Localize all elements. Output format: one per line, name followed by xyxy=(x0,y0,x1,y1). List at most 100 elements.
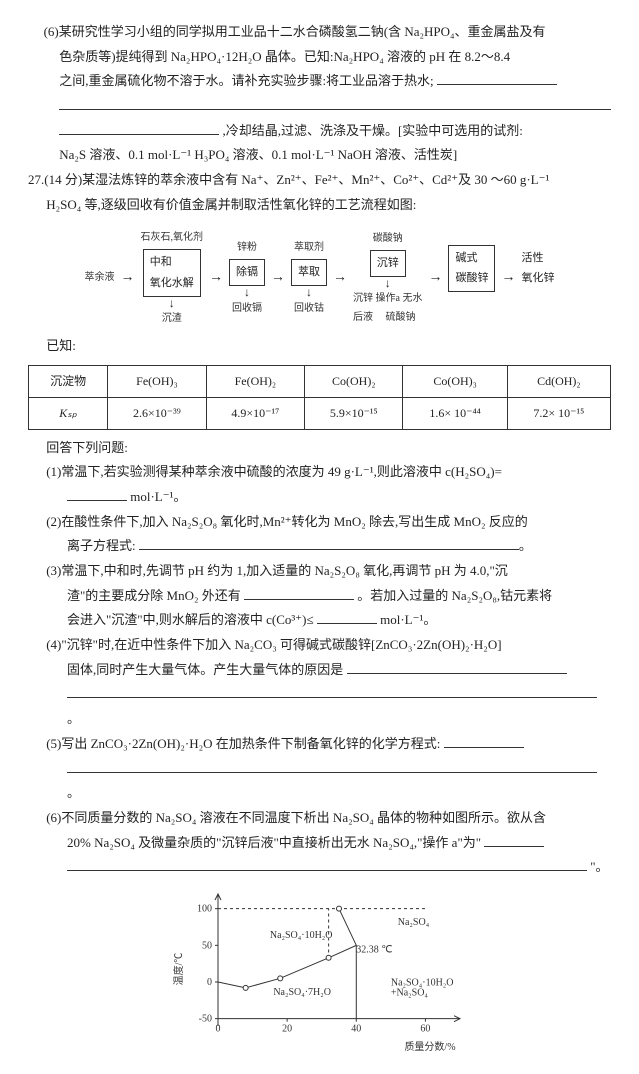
known-label: 已知: xyxy=(28,334,611,359)
q27-1b: mol·L⁻¹。 xyxy=(28,485,611,510)
ksp-h4: Co(OH)₃ xyxy=(403,365,507,397)
ksp-h3: Co(OH)₂ xyxy=(305,365,403,397)
ksp-v3: 1.6× 10⁻⁴⁴ xyxy=(403,397,507,429)
flow-box-2: 除镉 xyxy=(229,259,265,286)
chart-svg: -500501000204060Na₂SO₄·10H₂ONa₂SO₄32.38 … xyxy=(170,884,470,1054)
flow-top-1: 石灰石,氧化剂 xyxy=(141,228,204,247)
svg-text:Na₂SO₄·7H₂O: Na₂SO₄·7H₂O xyxy=(273,987,331,998)
arrow-icon: → xyxy=(209,271,223,285)
flow-step-1: 石灰石,氧化剂 中和氧化水解 ↓ 沉渣 xyxy=(141,228,204,328)
flow-step-2: 锌粉 除镉 ↓ 回收镉 xyxy=(229,238,265,317)
arrow-icon: → xyxy=(271,271,285,285)
ksp-v2: 5.9×10⁻¹⁵ xyxy=(305,397,403,429)
svg-text:60: 60 xyxy=(420,1024,430,1035)
flow-box-5: 碱式碳酸锌 xyxy=(448,245,495,293)
q27-6b: 20% Na₂SO₄ 及微量杂质的"沉锌后液"中直接析出无水 Na₂SO₄,"操… xyxy=(28,831,611,856)
blank xyxy=(67,488,127,501)
ksp-table: 沉淀物 Fe(OH)₃ Fe(OH)₂ Co(OH)₂ Co(OH)₃ Cd(O… xyxy=(28,365,611,430)
q27-head: 27.(14 分)某湿法炼锌的萃余液中含有 Na⁺、Zn²⁺、Fe²⁺、Mn²⁺… xyxy=(28,168,611,193)
blank xyxy=(444,735,524,748)
q27-4c: 。 xyxy=(28,682,611,731)
svg-text:温度/℃: 温度/℃ xyxy=(172,953,185,986)
blank xyxy=(67,686,597,699)
q27-1a: (1)常温下,若实验测得某种萃余液中硫酸的浓度为 49 g·L⁻¹,则此溶液中 … xyxy=(28,460,611,485)
q27-6b-text: 20% Na₂SO₄ 及微量杂质的"沉锌后液"中直接析出无水 Na₂SO₄,"操… xyxy=(67,835,481,850)
svg-text:质量分数/%: 质量分数/% xyxy=(404,1040,455,1053)
svg-text:+Na₂SO₄: +Na₂SO₄ xyxy=(390,988,428,999)
q27-6c: "。 xyxy=(28,855,611,880)
down-arrow-icon: ↓ xyxy=(169,299,175,307)
q27-3e-text: mol·L⁻¹。 xyxy=(380,612,436,627)
q6-line2: 色杂质等)提纯得到 Na₂HPO₄·12H₂O 晶体。已知:Na₂HPO₄ 溶液… xyxy=(28,45,611,70)
ksp-v0: 2.6×10⁻³⁹ xyxy=(108,397,206,429)
down-arrow-icon: ↓ xyxy=(306,288,312,296)
ksp-rowlabel: Kₛₚ xyxy=(29,397,108,429)
ksp-v1: 4.9×10⁻¹⁷ xyxy=(206,397,304,429)
blank xyxy=(139,538,519,551)
q27-5: (5)写出 ZnCO₃·2Zn(OH)₂·H₂O 在加热条件下制备氧化锌的化学方… xyxy=(28,732,611,757)
q6-blank1 xyxy=(437,73,557,86)
flow-spacer xyxy=(471,224,474,243)
q27-3b-text: 渣"的主要成分除 MnO₂ 外还有 xyxy=(67,588,241,603)
svg-text:40: 40 xyxy=(351,1024,361,1035)
q6-line4-tail: ,冷却结晶,过滤、洗涤及干燥。[实验中可选用的试剂: xyxy=(222,123,522,138)
q27-3d: 会进入"沉渣"中,则水解后的溶液中 c(Co³⁺)≤ mol·L⁻¹。 xyxy=(28,608,611,633)
flow-top-2: 锌粉 xyxy=(237,238,257,257)
q6-line3-text: 之间,重金属硫化物不溶于水。请补充实验步骤:将工业品溶于热水; xyxy=(59,73,433,88)
arrow-icon: → xyxy=(428,271,442,285)
ksp-h1: Fe(OH)₃ xyxy=(108,365,206,397)
q27-3c-text: 。若加入过量的 Na₂S₂O₈,钴元素将 xyxy=(357,588,552,603)
q6-blank2 xyxy=(59,122,219,135)
q27-head2: H₂SO₄ 等,逐级回收有价值金属并制取活性氧化锌的工艺流程如图: xyxy=(28,193,611,218)
ksp-v4: 7.2× 10⁻¹⁵ xyxy=(507,397,610,429)
q27-3a: (3)常温下,中和时,先调节 pH 约为 1,加入适量的 Na₂S₂O₈ 氧化,… xyxy=(28,559,611,584)
flow-spacer4 xyxy=(537,291,540,329)
q27-5-tail: 。 xyxy=(67,785,80,800)
table-row: Kₛₚ 2.6×10⁻³⁹ 4.9×10⁻¹⁷ 5.9×10⁻¹⁵ 1.6× 1… xyxy=(29,397,611,429)
ksp-h0: 沉淀物 xyxy=(29,365,108,397)
flow-box-1: 中和氧化水解 xyxy=(143,249,201,297)
phase-chart: -500501000204060Na₂SO₄·10H₂ONa₂SO₄32.38 … xyxy=(28,884,611,1054)
table-row: 沉淀物 Fe(OH)₃ Fe(OH)₂ Co(OH)₂ Co(OH)₃ Cd(O… xyxy=(29,365,611,397)
flow-step-4: 碳酸钠 沉锌 ↓ 沉锌 操作a 无水后液 硫酸钠 xyxy=(353,229,422,327)
flow-spacer2 xyxy=(471,294,474,332)
flow-bottom-2: 回收镉 xyxy=(232,299,262,318)
flow-bottom-4: 沉锌 操作a 无水后液 硫酸钠 xyxy=(353,289,422,327)
ksp-h2: Fe(OH)₂ xyxy=(206,365,304,397)
svg-text:0: 0 xyxy=(207,977,212,988)
q6-line5: Na₂S 溶液、0.1 mol·L⁻¹ H₃PO₄ 溶液、0.1 mol·L⁻¹… xyxy=(28,143,611,168)
q27-5b: 。 xyxy=(28,757,611,806)
ksp-h5: Cd(OH)₂ xyxy=(507,365,610,397)
q27-3d-text: 会进入"沉渣"中,则水解后的溶液中 c(Co³⁺)≤ xyxy=(67,612,314,627)
down-arrow-icon: ↓ xyxy=(385,279,391,287)
arrow-icon: → xyxy=(501,271,515,285)
q6-line1: (6)某研究性学习小组的同学拟用工业品十二水合磷酸氢二钠(含 Na₂HPO₄、重… xyxy=(28,20,611,45)
arrow-icon: → xyxy=(121,271,135,285)
q27-2b-text: 离子方程式: xyxy=(67,538,136,553)
svg-text:-50: -50 xyxy=(198,1014,211,1025)
svg-text:0: 0 xyxy=(215,1024,220,1035)
svg-text:32.38 ℃: 32.38 ℃ xyxy=(356,945,392,956)
down-arrow-icon: ↓ xyxy=(244,288,250,296)
q6-line4: ,冷却结晶,过滤、洗涤及干燥。[实验中可选用的试剂: xyxy=(28,119,611,144)
flow-top-4: 碳酸钠 xyxy=(373,229,403,248)
q27-4-tail: 。 xyxy=(67,711,80,726)
flowchart: 萃余液 → 石灰石,氧化剂 中和氧化水解 ↓ 沉渣 → 锌粉 除镉 ↓ 回收镉 … xyxy=(28,224,611,333)
svg-text:20: 20 xyxy=(282,1024,292,1035)
q6-line3: 之间,重金属硫化物不溶于水。请补充实验步骤:将工业品溶于热水; xyxy=(28,69,611,94)
flow-box-3: 萃取 xyxy=(291,259,327,286)
blank xyxy=(347,661,567,674)
arrow-icon: → xyxy=(333,271,347,285)
flow-box-4: 沉锌 xyxy=(370,250,406,277)
q27-4a: (4)"沉锌"时,在近中性条件下加入 Na₂CO₃ 可得碱式碳酸锌[ZnCO₃·… xyxy=(28,633,611,658)
blank xyxy=(244,587,354,600)
flow-step-3: 萃取剂 萃取 ↓ 回收钴 xyxy=(291,238,327,317)
flow-spacer3 xyxy=(537,227,540,246)
q27-1b-text: mol·L⁻¹。 xyxy=(130,489,186,504)
flow-box-6: 活性氧化锌 xyxy=(521,248,554,290)
q27-6a: (6)不同质量分数的 Na₂SO₄ 溶液在不同温度下析出 Na₂SO₄ 晶体的物… xyxy=(28,806,611,831)
blank xyxy=(484,834,544,847)
blank xyxy=(67,859,587,872)
q6-blank-row xyxy=(59,95,611,110)
svg-text:Na₂SO₄·10H₂O: Na₂SO₄·10H₂O xyxy=(269,930,332,941)
